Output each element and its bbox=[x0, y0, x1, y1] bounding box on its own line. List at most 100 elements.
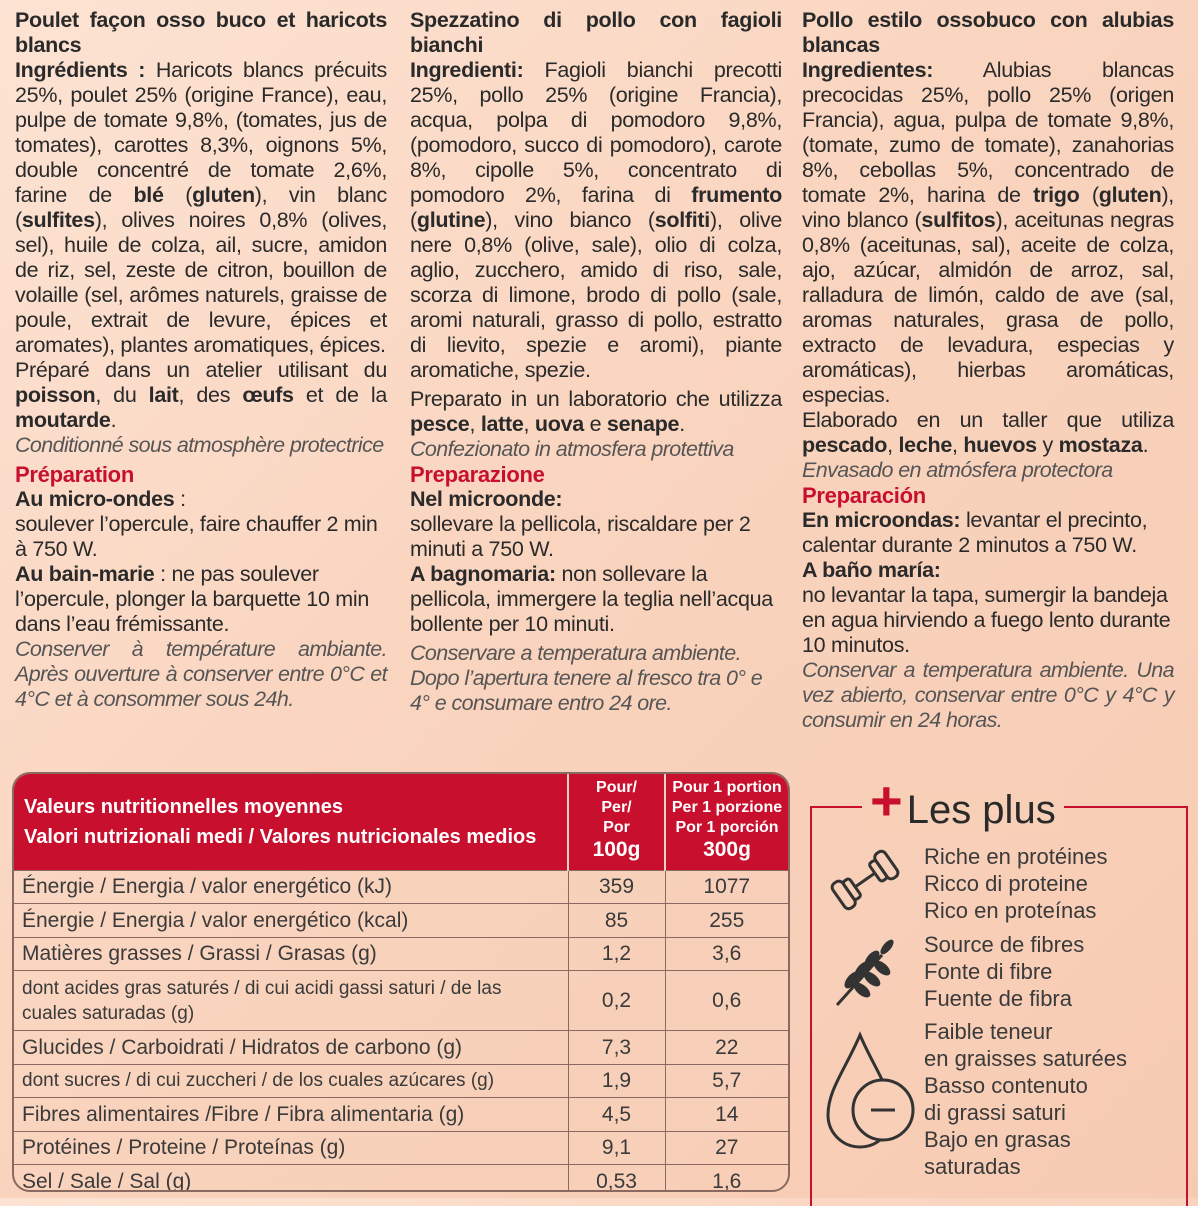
paragraph: Spezzatino di pollo con fagioli bianchi bbox=[410, 8, 782, 58]
per-portion-value: 5,7 bbox=[665, 1063, 788, 1098]
table-row: Énergie / Energia / valor energético (kc… bbox=[14, 903, 788, 937]
nutrient-label: Fibres alimentaires /Fibre / Fibra alime… bbox=[14, 1097, 569, 1131]
paragraph: Au micro-ondes : bbox=[15, 487, 387, 512]
text: : bbox=[174, 487, 186, 511]
per-100g-value: 1,9 bbox=[568, 1063, 666, 1098]
per-portion-value: 255 bbox=[665, 903, 788, 937]
nutrient-label: Glucides / Carboidrati / Hidratos de car… bbox=[14, 1030, 569, 1064]
header-line: Per 1 porzione bbox=[671, 799, 783, 816]
text: Alubias blancas precocidas 25%, pollo 25… bbox=[802, 58, 1174, 207]
benefit-line: Rico en proteínas bbox=[924, 898, 1097, 923]
per-100g-value: 7,3 bbox=[568, 1030, 666, 1064]
per-100g-header: Pour/ Per/ Por 100g bbox=[568, 774, 666, 870]
text: ( bbox=[163, 183, 193, 207]
per-100g-value: 85 bbox=[568, 903, 666, 937]
benefit-item: Faible teneur en graisses saturées Basso c… bbox=[924, 1018, 1127, 1180]
text: : ne pas soulever l’opercule, plonger la… bbox=[15, 562, 370, 636]
paragraph: Preparato in un laboratorio che utilizza… bbox=[410, 387, 782, 437]
text: y bbox=[1036, 433, 1059, 457]
paragraph: sollevare la pellicola, riscaldare per 2… bbox=[410, 512, 782, 562]
bold-text: En microondas: bbox=[802, 508, 961, 532]
bold-text: glutine bbox=[416, 208, 486, 232]
per-portion-header: Pour 1 portion Per 1 porzione Por 1 porc… bbox=[665, 774, 788, 870]
french-column: Poulet façon osso buco et haricots blanc… bbox=[15, 8, 388, 712]
bold-text: trigo bbox=[1033, 183, 1080, 207]
paragraph: Ingrédients : Haricots blancs précuits 2… bbox=[15, 58, 387, 358]
text: ), aceitunas negras 0,8% (aceitunas, sal… bbox=[802, 208, 1174, 407]
paragraph: Poulet façon osso buco et haricots blanc… bbox=[15, 8, 387, 58]
per-100g-value: 1,2 bbox=[568, 936, 666, 971]
benefit-line: Ricco di proteine bbox=[924, 871, 1088, 896]
benefit-line: Bajo en grasas bbox=[924, 1127, 1071, 1152]
text: no levantar la tapa, sumergir la bandeja… bbox=[802, 583, 1171, 657]
dumbbell-icon bbox=[830, 849, 900, 911]
paragraph: Nel microonde: bbox=[410, 487, 782, 512]
nutrient-label: dont acides gras saturés / di cui acidi … bbox=[14, 970, 569, 1031]
nutrition-title: Valeurs nutritionnelles moyennes Valori … bbox=[14, 774, 569, 870]
table-row: Sel / Sale / Sal (g) 0,53 1,6 bbox=[14, 1164, 788, 1190]
table-row: Énergie / Energia / valor energético (kJ… bbox=[14, 869, 788, 904]
nutrition-title-fr: Valeurs nutritionnelles moyennes bbox=[24, 795, 343, 818]
header-line: Por bbox=[603, 819, 630, 836]
benefit-line: Source de fibres bbox=[924, 932, 1085, 957]
bold-text: pescado bbox=[802, 433, 888, 457]
text: sollevare la pellicola, riscaldare per 2… bbox=[410, 512, 751, 561]
per-portion-value: 27 bbox=[665, 1130, 788, 1165]
bold-text: Spezzatino di pollo con fagioli bianchi bbox=[410, 8, 782, 57]
nutrient-label: Matières grasses / Grassi / Grasas (g) bbox=[14, 936, 569, 971]
text: non sollevare la pellicola, immergere la… bbox=[410, 562, 773, 636]
nutrient-label: Énergie / Energia / valor energético (kJ… bbox=[14, 869, 569, 904]
bold-text: Ingrédients : bbox=[15, 58, 146, 82]
per-portion-value: 1077 bbox=[665, 869, 788, 904]
text: ), vino blanco ( bbox=[802, 183, 1174, 232]
text: , des bbox=[178, 383, 243, 407]
text: , bbox=[951, 433, 964, 457]
per-portion-value: 1,6 bbox=[665, 1164, 788, 1190]
text: Conservare a temperatura ambiente. Dopo … bbox=[410, 641, 763, 715]
bold-text: frumento bbox=[691, 183, 782, 207]
paragraph: Conditionné sous atmosphère protectrice bbox=[15, 433, 387, 458]
text: Elaborado en un taller que utiliza bbox=[802, 408, 1174, 432]
paragraph: no levantar la tapa, sumergir la bandeja… bbox=[802, 583, 1174, 658]
bold-text: Ingredienti: bbox=[410, 58, 524, 82]
per-100g-value: 4,5 bbox=[568, 1097, 666, 1131]
text: ( bbox=[410, 208, 417, 232]
fat-drop-icon bbox=[826, 1031, 915, 1149]
table-row: Glucides / Carboidrati / Hidratos de car… bbox=[14, 1030, 788, 1064]
paragraph: A bagnomaria: non sollevare la pellicola… bbox=[410, 562, 782, 637]
text: et de la bbox=[293, 383, 387, 407]
wheat-icon bbox=[835, 939, 894, 1007]
table-row: Fibres alimentaires /Fibre / Fibra alime… bbox=[14, 1097, 788, 1131]
bold-text: uova bbox=[534, 412, 584, 436]
per-portion-value: 22 bbox=[665, 1030, 788, 1064]
paragraph: soulever l’opercule, faire chauffer 2 mi… bbox=[15, 512, 387, 562]
plus-icon: + bbox=[870, 768, 903, 832]
per-100g-value: 0,53 bbox=[568, 1164, 666, 1190]
text: . bbox=[679, 412, 685, 436]
text: ( bbox=[1079, 183, 1099, 207]
bold-text: Au micro-ondes bbox=[15, 487, 175, 511]
paragraph: Preparación bbox=[802, 483, 1174, 508]
table-row: dont sucres / di cui zuccheri / de los c… bbox=[14, 1063, 788, 1098]
paragraph: Ingredienti: Fagioli bianchi precotti 25… bbox=[410, 58, 782, 383]
header-unit: 100g bbox=[592, 838, 641, 861]
text: Preparazione bbox=[410, 462, 545, 487]
paragraph: En microondas: levantar el precinto, cal… bbox=[802, 508, 1174, 558]
bold-text: mostaza bbox=[1058, 433, 1143, 457]
text: e bbox=[583, 412, 607, 436]
nutrition-title-it-es: Valori nutrizionali medi / Valores nutri… bbox=[24, 825, 537, 848]
bold-text: blé bbox=[133, 183, 164, 207]
italian-column: Spezzatino di pollo con fagioli bianchi I… bbox=[410, 8, 782, 716]
bold-text: lait bbox=[148, 383, 179, 407]
text: ), olives noires 0,8% (olives, sel), hui… bbox=[15, 208, 387, 357]
nutrient-label: Énergie / Energia / valor energético (kc… bbox=[14, 903, 569, 937]
les-plus-title: + Les plus bbox=[862, 772, 1064, 833]
bold-text: gluten bbox=[192, 183, 255, 207]
text: Préparation bbox=[15, 462, 134, 487]
text: Fagioli bianchi precotti 25%, pollo 25% … bbox=[410, 58, 782, 207]
text: Preparato in un laboratorio che utilizza bbox=[410, 387, 782, 411]
text: Préparé dans un atelier utilisant du bbox=[15, 358, 387, 382]
text: Preparación bbox=[802, 483, 926, 508]
table-row: Matières grasses / Grassi / Grasas (g) 1,… bbox=[14, 936, 788, 971]
bold-text: senape bbox=[606, 412, 680, 436]
